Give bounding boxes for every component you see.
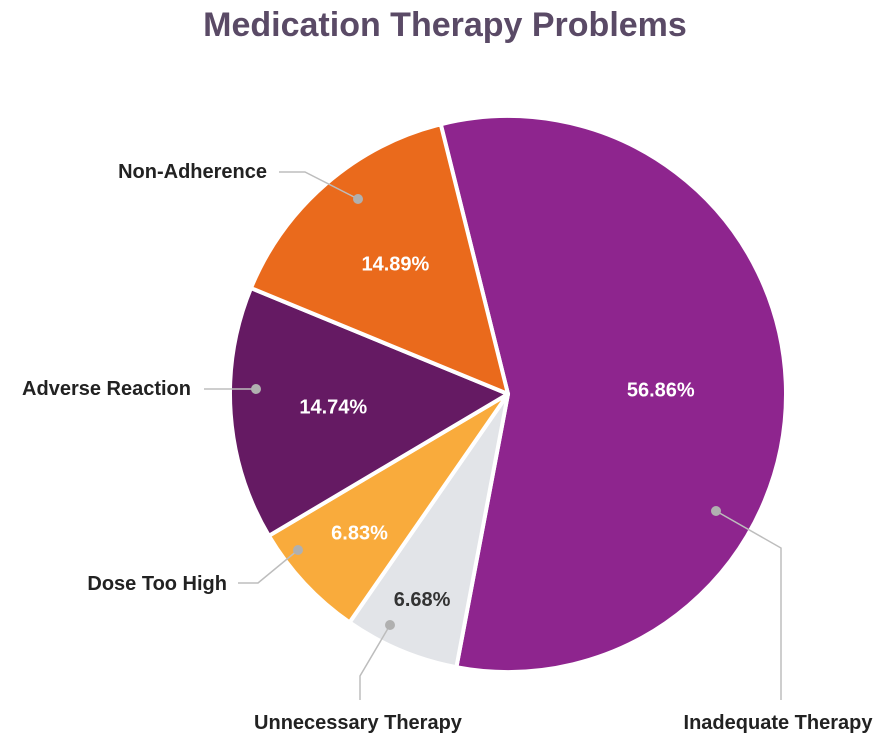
category-label-dose-too-high: Dose Too High [87, 573, 227, 595]
category-label-unnecessary-therapy: Unnecessary Therapy [254, 712, 463, 734]
leader-dot-non-adherence [353, 194, 363, 204]
category-label-non-adherence: Non-Adherence [118, 161, 267, 183]
slice-percentages: 56.86% 6.68% 6.83% 14.74% 14.89% [299, 254, 695, 612]
pct-label-non-adherence: 14.89% [361, 254, 429, 276]
leader-dot-dose-too-high [293, 545, 303, 555]
slice-dose-too-high [266, 392, 510, 625]
leader-line-non-adherence [279, 171, 359, 200]
leader-dot-adverse-reaction [251, 384, 261, 394]
category-label-inadequate-therapy: Inadequate Therapy [684, 712, 874, 734]
pct-label-dose-too-high: 6.83% [331, 522, 388, 544]
category-label-adverse-reaction: Adverse Reaction [22, 378, 191, 400]
pie-slices [227, 114, 788, 674]
leader-line-inadequate-therapy [715, 510, 782, 700]
leader-line-unnecessary-therapy [359, 624, 391, 700]
leader-dot-unnecessary-therapy [385, 620, 395, 630]
pct-label-unnecessary-therapy: 6.68% [394, 589, 451, 611]
slice-inadequate-therapy [438, 114, 788, 674]
slice-adverse-reaction [227, 286, 510, 538]
leader-dot-inadequate-therapy [711, 506, 721, 516]
leader-line-dose-too-high [238, 549, 299, 584]
slice-unnecessary-therapy [347, 392, 510, 670]
pct-label-inadequate-therapy: 56.86% [627, 380, 695, 402]
chart-title: Medication Therapy Problems [203, 6, 687, 44]
slice-labels: Inadequate Therapy Unnecessary Therapy Dos… [22, 161, 873, 734]
pct-label-adverse-reaction: 14.74% [299, 397, 367, 419]
